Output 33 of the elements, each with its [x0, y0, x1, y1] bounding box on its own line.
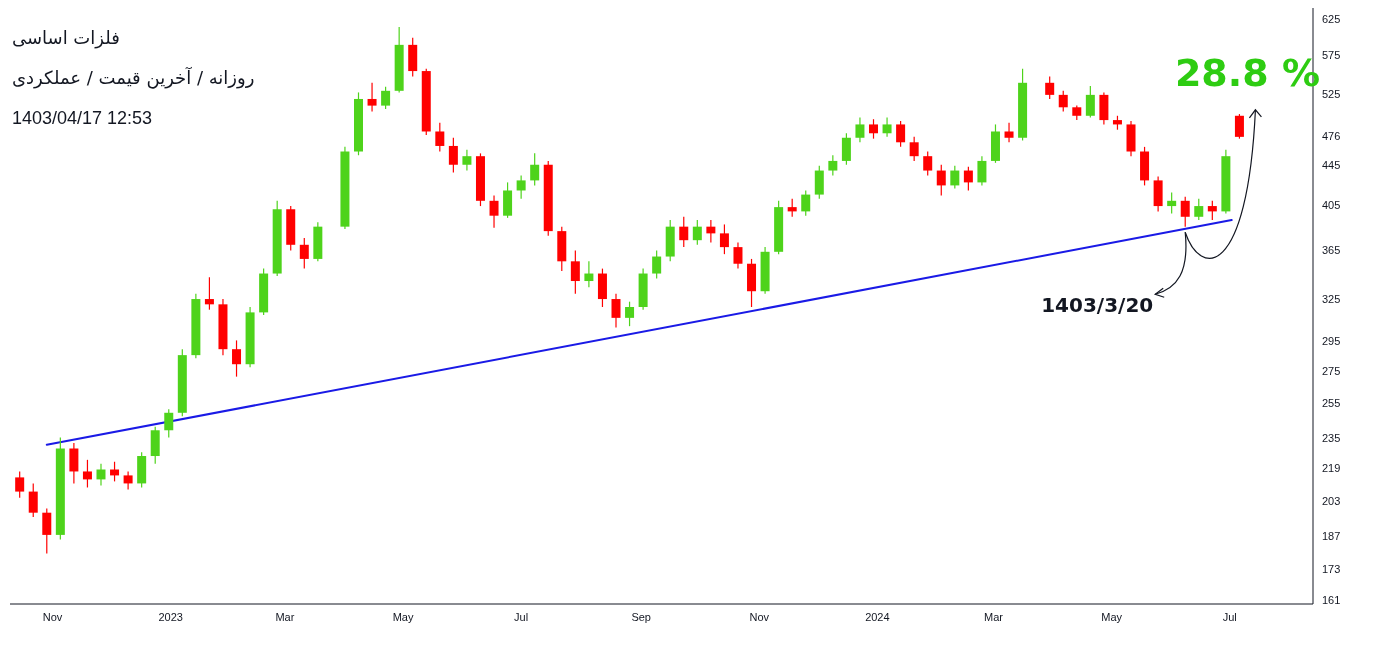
x-tick-label: 2023	[158, 610, 183, 623]
y-tick-label: 173	[1322, 563, 1341, 576]
y-tick-label: 275	[1322, 364, 1341, 377]
y-tick-label: 325	[1322, 293, 1341, 306]
text: روزانه / آخرین قیمت / عملکردی	[12, 66, 255, 90]
x-tick-label: May	[392, 610, 414, 623]
y-tick-label: 365	[1322, 243, 1341, 256]
y-tick-label: 203	[1322, 494, 1341, 507]
y-tick-label: 575	[1322, 48, 1341, 61]
y-tick-label: 625	[1322, 13, 1341, 26]
y-tick-label: 235	[1322, 432, 1341, 445]
x-tick-label: Jul	[1222, 610, 1237, 623]
annotation: 1403/3/20	[1041, 292, 1154, 317]
y-tick-label: 445	[1322, 158, 1341, 171]
text: فلزات اساسی	[12, 26, 120, 50]
x-tick-label: Mar	[275, 610, 295, 623]
x-tick-label: Jul	[514, 610, 529, 623]
y-tick-label: 255	[1322, 397, 1341, 410]
x-tick-label: May	[1101, 610, 1123, 623]
x-tick-label: Nov	[42, 610, 63, 623]
y-tick-label: 187	[1322, 530, 1341, 543]
y-tick-label: 295	[1322, 334, 1341, 347]
annotation: 1403/04/17 12:53	[12, 107, 153, 130]
y-tick-label: 476	[1322, 129, 1341, 142]
y-tick-label: 525	[1322, 87, 1341, 100]
y-tick-label: 405	[1322, 198, 1341, 211]
x-tick-label: Mar	[984, 610, 1004, 623]
x-tick-label: Sep	[631, 610, 651, 623]
x-tick-label: Nov	[749, 610, 770, 623]
x-tick-label: 2024	[865, 610, 890, 623]
y-tick-label: 161	[1322, 594, 1341, 607]
y-tick-label: 219	[1322, 462, 1341, 475]
annotation: 28.8 %	[1174, 51, 1320, 96]
